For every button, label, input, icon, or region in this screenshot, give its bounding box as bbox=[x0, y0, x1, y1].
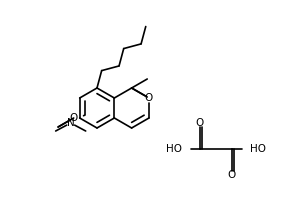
Text: O: O bbox=[196, 118, 204, 128]
Text: O: O bbox=[70, 113, 78, 123]
Text: HO: HO bbox=[250, 144, 266, 154]
Text: HO: HO bbox=[166, 144, 182, 154]
Text: O: O bbox=[145, 93, 153, 103]
Text: N: N bbox=[67, 118, 75, 128]
Text: O: O bbox=[228, 170, 236, 180]
